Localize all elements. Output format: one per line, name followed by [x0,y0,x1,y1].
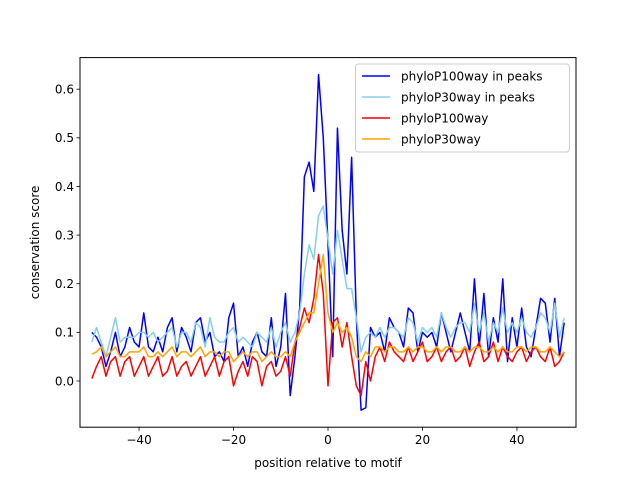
legend-label-0: phyloP100way in peaks [401,69,543,83]
x-axis-label: position relative to motif [254,456,402,470]
legend-items: phyloP100way in peaks phyloP30way in peak… [362,69,543,146]
x-tick-label: 0 [324,433,332,447]
series-line-3 [91,253,565,363]
y-tick-label: 0.6 [55,83,74,97]
x-tick-label: −40 [126,433,151,447]
x-tick-label: −20 [221,433,246,447]
x-tick-label: 20 [415,433,430,447]
y-tick-label: 0.2 [55,277,74,291]
legend-label-2: phyloP100way [401,111,488,125]
y-tick-label: 0.0 [55,374,74,388]
x-tick-label: 40 [509,433,524,447]
y-axis-ticks: 0.0 0.1 0.2 0.3 0.4 0.5 0.6 [55,83,80,388]
y-axis-label: conservation score [28,186,42,300]
legend-label-1: phyloP30way in peaks [401,90,535,104]
series-line-2 [91,253,565,397]
series-line-1 [91,205,565,358]
y-tick-label: 0.3 [55,228,74,242]
legend-label-3: phyloP30way [401,132,481,146]
legend: phyloP100way in peaks phyloP30way in peak… [355,63,570,153]
y-tick-label: 0.4 [55,180,74,194]
series-layer [91,73,565,411]
y-tick-label: 0.1 [55,326,74,340]
legend-box [355,63,570,153]
x-axis-ticks: −40 −20 0 20 40 [126,427,525,447]
y-tick-label: 0.5 [55,131,74,145]
